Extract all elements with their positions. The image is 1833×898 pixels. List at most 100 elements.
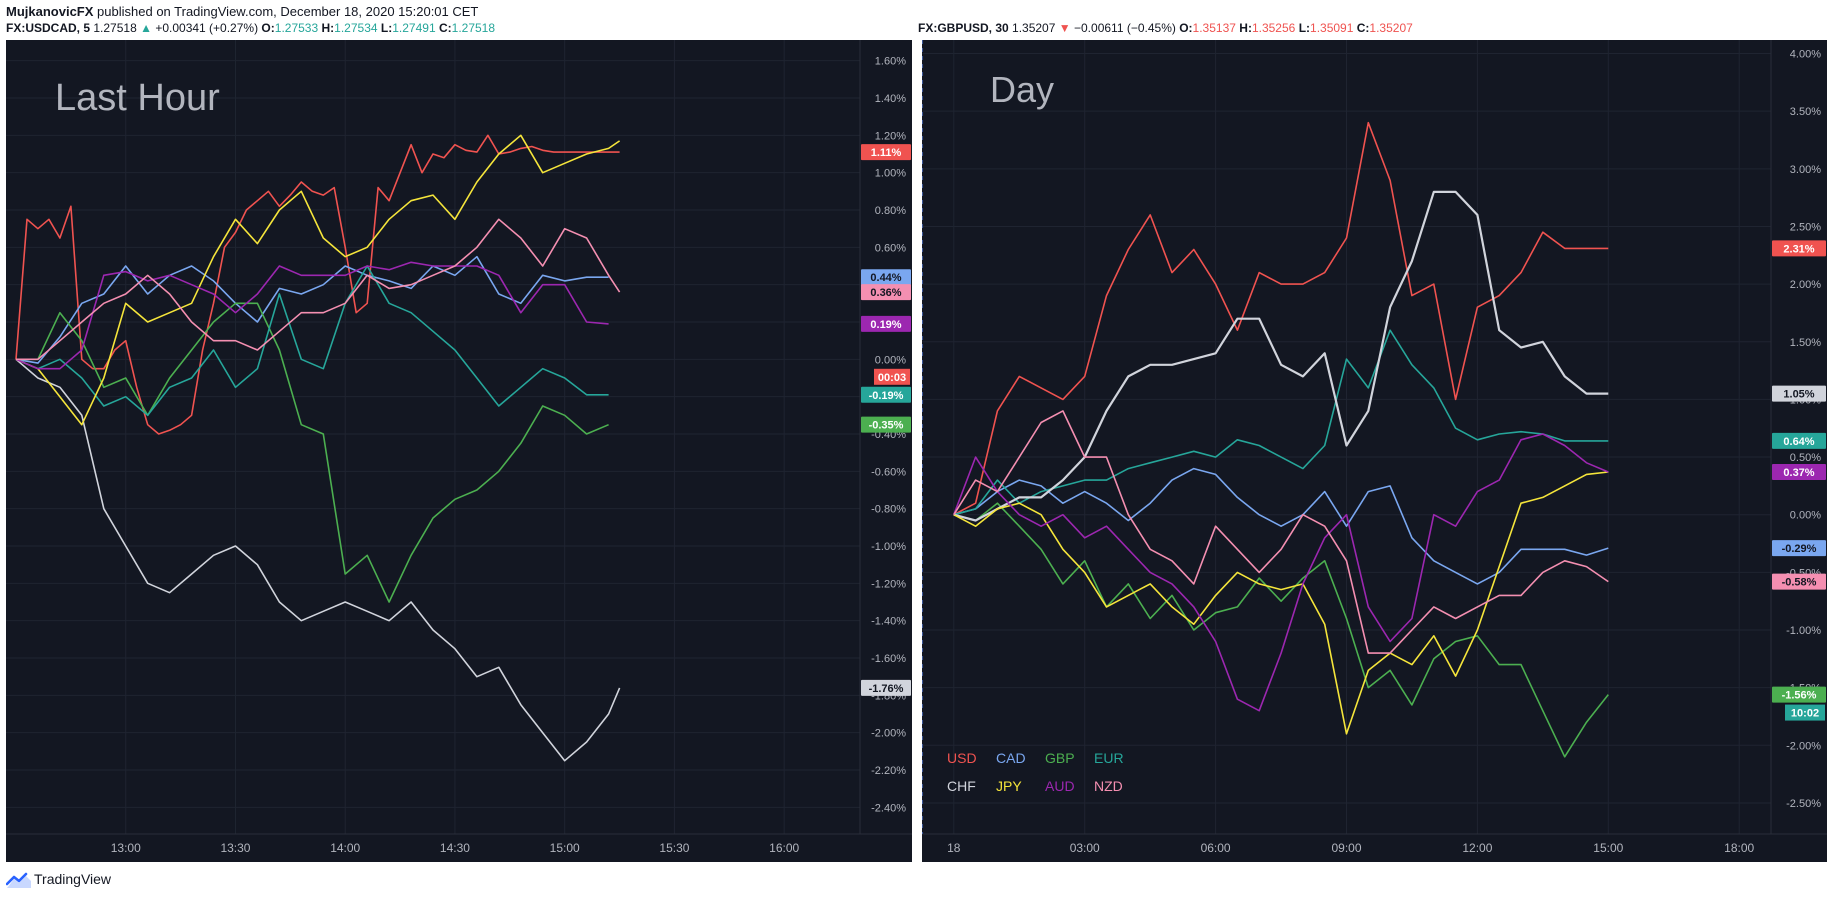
left-close: 1.27518 (451, 21, 496, 35)
last-value-label: -0.58% (1782, 577, 1817, 589)
chart-background (6, 40, 912, 862)
left-change: +0.00341 (+0.27%) (155, 21, 259, 35)
series-line-chf[interactable] (953, 190, 1609, 522)
right-high-label: H: (1239, 21, 1252, 35)
series-line-chf[interactable] (15, 358, 621, 762)
series-line-jpy[interactable] (953, 471, 1609, 735)
x-tick-label: 15:00 (550, 841, 580, 855)
y-tick-label: -1.20% (871, 578, 906, 590)
left-open: 1.27533 (274, 21, 319, 35)
right-close-label: C: (1356, 21, 1370, 35)
series-line-nzd[interactable] (16, 218, 621, 361)
left-low-label: L: (380, 21, 393, 35)
series-line-gbp[interactable] (16, 302, 609, 603)
chart-title: Day (990, 69, 1054, 110)
x-tick-label: 14:30 (440, 841, 470, 855)
x-tick-label: 18:00 (1724, 841, 1754, 855)
last-value-label: 1.11% (871, 147, 902, 159)
right-symbol-info: FX:GBPUSD, 30 1.35207 ▼ −0.00611 (−0.45%… (918, 21, 1413, 35)
y-tick-label: 0.00% (875, 354, 906, 366)
right-low: 1.35091 (1310, 21, 1354, 35)
last-value-badge-eur (1772, 432, 1826, 449)
last-value-label: 0.36% (870, 287, 901, 299)
author-name[interactable]: MujkanovicFX (6, 4, 94, 19)
legend-item-eur: EUR (1094, 750, 1124, 766)
last-value-badge-cad (1772, 540, 1826, 557)
right-change-arrow: ▼ (1058, 21, 1071, 35)
left-low: 1.27491 (392, 21, 436, 35)
y-tick-label: 0.50% (1790, 452, 1821, 464)
x-tick-label: 15:00 (1593, 841, 1623, 855)
last-value-label: -1.76% (869, 683, 904, 695)
series-line-nzd[interactable] (953, 410, 1609, 654)
x-tick-label: 06:00 (1201, 841, 1231, 855)
last-value-badge-gbp (1772, 686, 1826, 703)
legend-item-jpy: JPY (996, 778, 1022, 794)
right-price: 1.35207 (1012, 21, 1056, 35)
y-tick-label: -2.00% (1786, 740, 1821, 752)
chart-pane-last-hour[interactable]: 1.60%1.40%1.20%1.00%0.80%0.60%0.40%0.20%… (6, 40, 912, 862)
right-low-label: L: (1298, 21, 1311, 35)
last-value-badge-nzd (1772, 573, 1826, 590)
last-value-label: -0.35% (869, 420, 904, 432)
x-tick-label: 13:00 (111, 841, 141, 855)
y-tick-label: -2.40% (871, 802, 906, 814)
y-tick-label: 1.50% (1790, 337, 1821, 349)
y-tick-label: 0.00% (1790, 510, 1821, 522)
x-tick-label: 14:00 (330, 841, 360, 855)
y-tick-label: -0.80% (871, 504, 906, 516)
chart-background (922, 40, 1827, 862)
series-line-jpy[interactable] (15, 134, 621, 426)
x-tick-label: 15:30 (659, 841, 689, 855)
series-line-cad[interactable] (953, 467, 1609, 585)
right-change: −0.00611 (−0.45%) (1074, 21, 1176, 35)
y-tick-label: 2.00% (1790, 279, 1821, 291)
tradingview-brand[interactable]: TradingView (34, 871, 112, 887)
series-line-eur[interactable] (15, 265, 609, 417)
last-value-label: 0.64% (1783, 436, 1814, 448)
left-high-label: H: (321, 21, 335, 35)
x-tick-label: 18 (947, 841, 961, 855)
y-tick-label: -0.60% (871, 466, 906, 478)
last-value-badge-usd (1772, 240, 1826, 257)
right-open-label: O: (1179, 21, 1193, 35)
y-tick-label: 1.20% (875, 130, 906, 142)
legend-item-usd: USD (947, 750, 977, 766)
series-line-gbp[interactable] (953, 502, 1609, 758)
chart-pane-day[interactable]: 4.00%3.50%3.00%2.50%2.00%1.50%1.00%0.50%… (922, 40, 1827, 862)
last-value-label: 0.19% (870, 319, 901, 331)
last-value-badge-aud (1772, 464, 1826, 481)
right-close: 1.35207 (1369, 21, 1413, 35)
footer: TradingView (0, 862, 1833, 898)
y-tick-label: -2.50% (1786, 798, 1821, 810)
y-tick-label: 0.80% (875, 205, 906, 217)
charts-area[interactable]: 1.60%1.40%1.20%1.00%0.80%0.60%0.40%0.20%… (0, 40, 1833, 862)
right-open: 1.35137 (1192, 21, 1236, 35)
legend-item-gbp: GBP (1045, 750, 1075, 766)
series-line-usd[interactable] (15, 134, 620, 435)
x-tick-label: 03:00 (1070, 841, 1100, 855)
bar-countdown-badge (874, 368, 910, 385)
bar-countdown-label: 10:02 (1791, 708, 1819, 720)
last-value-label: -1.56% (1782, 690, 1817, 702)
last-value-badge-chf (1772, 385, 1826, 402)
left-symbol[interactable]: FX:USDCAD, 5 (6, 21, 91, 35)
last-value-label: 2.31% (1783, 243, 1814, 255)
publish-info: MujkanovicFX published on TradingView.co… (6, 4, 478, 19)
tradingview-logo-icon[interactable] (6, 871, 32, 889)
series-line-usd[interactable] (953, 121, 1609, 516)
series-line-eur[interactable] (953, 329, 1609, 516)
series-line-aud[interactable] (15, 261, 609, 370)
bar-countdown-badge (1785, 704, 1825, 721)
series-line-aud[interactable] (953, 433, 1609, 712)
y-tick-label: 2.50% (1790, 221, 1821, 233)
series-line-cad[interactable] (15, 255, 609, 364)
published-text: published on TradingView.com, December 1… (97, 4, 479, 19)
last-value-badge-chf (861, 679, 911, 696)
last-value-label: -0.29% (1782, 543, 1817, 555)
left-high: 1.27534 (334, 21, 378, 35)
last-value-label: 1.05% (1783, 389, 1814, 401)
y-tick-label: 1.00% (875, 168, 906, 180)
right-symbol[interactable]: FX:GBPUSD, 30 (918, 21, 1009, 35)
chart-title: Last Hour (55, 77, 220, 119)
